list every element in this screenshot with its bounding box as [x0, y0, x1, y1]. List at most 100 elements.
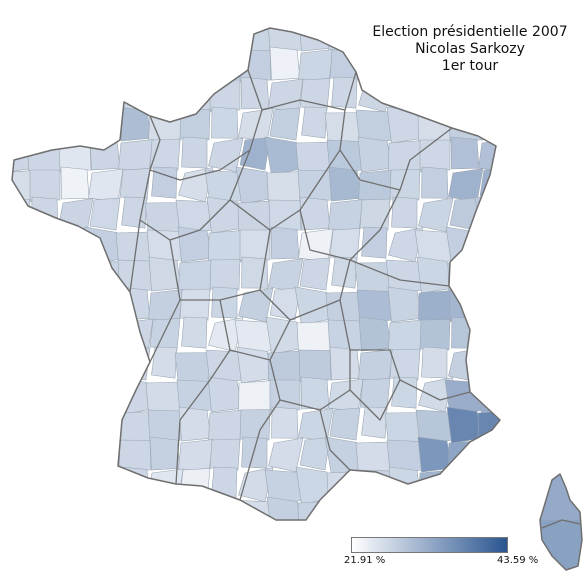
department-area — [89, 469, 121, 501]
department-area — [12, 378, 31, 411]
department-area — [28, 499, 64, 520]
department-area — [299, 196, 331, 231]
department-area — [145, 49, 185, 85]
department-area — [58, 139, 92, 172]
department-area — [117, 259, 153, 293]
department-area — [479, 167, 500, 201]
department-area — [447, 260, 484, 293]
department-area — [266, 496, 304, 520]
department-area — [419, 319, 451, 351]
department-area — [54, 409, 96, 446]
department-area — [90, 316, 120, 350]
department-area — [388, 466, 422, 502]
map-title-line-1: Election présidentielle 2007 — [372, 24, 568, 40]
department-area — [208, 137, 244, 173]
department-area — [240, 76, 270, 110]
department-area — [328, 166, 362, 202]
department-area — [59, 47, 91, 81]
department-area — [238, 287, 274, 323]
department-area — [331, 76, 358, 109]
department-area — [478, 497, 500, 520]
department-area — [148, 468, 184, 503]
legend-max-label: 43.59 % — [497, 555, 539, 566]
department-area — [211, 286, 238, 319]
department-area — [147, 76, 183, 113]
department-area — [181, 316, 208, 349]
department-area — [148, 28, 184, 53]
department-area — [25, 106, 65, 145]
department-area — [415, 76, 455, 115]
department-area — [358, 169, 394, 203]
department-area — [91, 496, 119, 520]
department-area — [298, 408, 334, 443]
department-area — [478, 318, 500, 353]
department-area — [268, 199, 302, 232]
department-area — [151, 346, 178, 379]
department-area — [59, 227, 91, 261]
department-area — [478, 138, 500, 173]
department-area — [61, 346, 89, 379]
department-area — [118, 498, 154, 520]
department-area — [479, 347, 500, 381]
department-area — [358, 77, 394, 113]
department-area — [85, 406, 125, 445]
department-area — [88, 168, 124, 203]
department-area — [119, 347, 151, 381]
department-area — [31, 376, 58, 409]
department-area — [60, 166, 90, 200]
mainland-outline — [11, 27, 501, 521]
department-area — [267, 350, 304, 383]
department-area — [418, 197, 454, 233]
department-area — [329, 407, 361, 441]
department-area — [236, 346, 274, 384]
department-area — [478, 259, 500, 292]
department-area — [481, 466, 500, 499]
department-area — [28, 227, 64, 263]
department-area — [12, 199, 31, 231]
department-area — [12, 77, 34, 113]
department-area — [58, 28, 94, 53]
department-area — [178, 80, 214, 113]
department-area — [451, 496, 478, 520]
department-area — [118, 106, 152, 142]
department-area — [12, 289, 35, 325]
department-area — [358, 316, 392, 352]
department-area — [477, 79, 500, 113]
department-area — [12, 46, 29, 79]
department-area — [238, 108, 274, 143]
department-area — [298, 49, 334, 83]
department-area — [181, 136, 208, 169]
department-area — [121, 28, 148, 49]
department-area — [12, 136, 34, 174]
department-area — [204, 502, 246, 520]
department-area — [12, 469, 34, 504]
department-area — [57, 290, 94, 323]
department-area — [359, 198, 391, 231]
department-area — [237, 200, 274, 233]
department-area — [205, 28, 245, 55]
department-area — [238, 49, 272, 82]
department-area — [29, 169, 61, 201]
department-area — [299, 437, 331, 471]
department-area — [59, 319, 91, 351]
department-area — [88, 289, 122, 322]
department-area — [174, 28, 216, 56]
department-area — [388, 319, 424, 353]
department-area — [209, 259, 241, 291]
department-area — [301, 106, 328, 139]
department-area — [206, 196, 244, 234]
department-area — [300, 376, 330, 410]
department-area — [114, 52, 156, 86]
department-area — [149, 436, 181, 471]
department-area — [209, 79, 241, 111]
department-area — [12, 316, 33, 353]
department-area — [266, 171, 304, 204]
department-area — [418, 290, 454, 323]
department-area — [357, 136, 393, 173]
department-area — [421, 166, 449, 199]
department-area — [27, 466, 63, 503]
department-area — [116, 411, 154, 444]
department-area — [87, 109, 123, 143]
department-area — [178, 406, 212, 442]
